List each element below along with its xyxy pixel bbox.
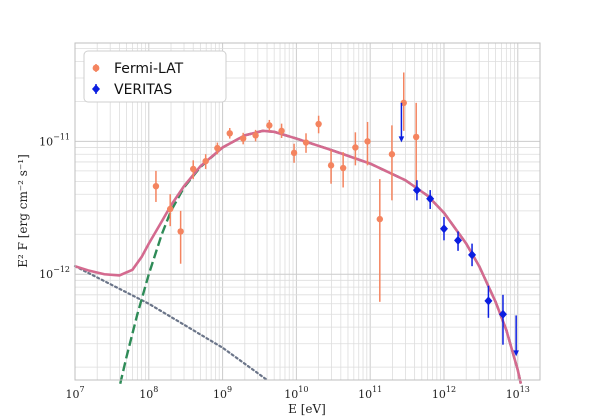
fermi-marker [352, 144, 359, 151]
x-tick-exponent: 8 [153, 385, 158, 394]
veritas-marker [468, 250, 477, 260]
fermi-data-point [352, 132, 359, 166]
fermi-marker [388, 151, 396, 158]
x-tick-exponent: 10 [298, 385, 308, 394]
fermi-data-point [152, 170, 160, 202]
fermi-marker [339, 164, 347, 172]
model-curves [73, 129, 523, 385]
fermi-marker [167, 205, 174, 213]
fermi-marker [177, 228, 184, 235]
legend-box [83, 50, 227, 103]
x-tick-exponent: 7 [79, 385, 84, 394]
fermi-marker [315, 120, 322, 128]
veritas-data-point [498, 294, 507, 345]
veritas-upper-limit [513, 315, 519, 357]
legend-label-fermi: Fermi-LAT [114, 61, 184, 77]
fermi-data-point [266, 119, 273, 131]
veritas-marker [426, 194, 435, 204]
fermi-marker [412, 133, 420, 141]
fermi-data-point [290, 143, 298, 163]
fermi-marker [266, 122, 273, 129]
fermi-marker [214, 144, 221, 152]
fermi-marker [202, 157, 209, 165]
fermi-data-point [202, 154, 209, 169]
model-curve-total [74, 129, 523, 385]
fermi-data-point [412, 102, 420, 187]
y-tick-exponent: −12 [53, 265, 70, 274]
veritas-data-point [426, 190, 435, 209]
x-tick-exponent: 9 [227, 385, 232, 394]
veritas-data-point [454, 231, 463, 251]
fermi-data-point [214, 142, 221, 155]
veritas-marker [454, 235, 463, 245]
fermi-marker [376, 215, 384, 223]
veritas-marker [498, 309, 507, 319]
veritas-upper-limit-arrow [513, 350, 519, 357]
x-axis-label: E [eV] [288, 402, 326, 416]
fermi-marker [290, 149, 298, 157]
fermi-marker [278, 127, 285, 135]
veritas-upper-limit [398, 102, 405, 143]
legend-fermi-marker [92, 64, 100, 72]
fermi-marker [302, 139, 310, 146]
y-axis-label: E² F [erg cm⁻² s⁻¹] [16, 154, 30, 268]
fermi-data-point [239, 132, 247, 145]
fermi-data-point [226, 128, 233, 139]
fermi-data-point [177, 210, 184, 264]
legend: Fermi-LAT VERITAS [83, 50, 227, 103]
fermi-data-point [315, 115, 322, 134]
fermi-marker [252, 132, 259, 139]
data-points [152, 72, 519, 357]
veritas-marker [439, 224, 448, 234]
fermi-data-point [339, 152, 347, 188]
model-curve-component-2 [73, 265, 269, 382]
x-tick-exponent: 12 [446, 385, 456, 394]
fermi-data-point [364, 121, 371, 166]
veritas-upper-limit-arrow [398, 136, 405, 143]
fermi-marker [239, 135, 247, 142]
veritas-marker [484, 296, 493, 306]
fermi-data-point [302, 133, 310, 153]
legend-veritas-marker [92, 84, 100, 94]
fermi-marker [190, 165, 197, 173]
legend-item-veritas: VERITAS [92, 82, 172, 98]
fermi-marker [152, 182, 160, 190]
fermi-marker [327, 162, 335, 169]
x-tick-exponent: 11 [372, 385, 382, 394]
fermi-data-point [167, 194, 174, 227]
veritas-data-point [468, 243, 477, 267]
plot-frame [74, 42, 541, 381]
legend-label-veritas: VERITAS [114, 82, 172, 98]
veritas-data-point [484, 285, 493, 318]
fermi-data-point [190, 160, 197, 180]
x-tick-exponent: 13 [520, 385, 530, 394]
veritas-data-point [439, 216, 448, 241]
veritas-marker [412, 185, 421, 195]
fermi-marker [226, 130, 233, 137]
fermi-data-point [376, 179, 384, 302]
y-tick-exponent: −11 [53, 132, 70, 141]
fermi-data-point [252, 129, 259, 142]
fermi-data-point [278, 123, 285, 139]
fermi-data-point [388, 125, 396, 201]
fermi-data-point [327, 150, 335, 184]
fermi-marker [364, 138, 371, 145]
legend-item-fermi: Fermi-LAT [92, 61, 184, 77]
veritas-data-point [412, 180, 421, 201]
